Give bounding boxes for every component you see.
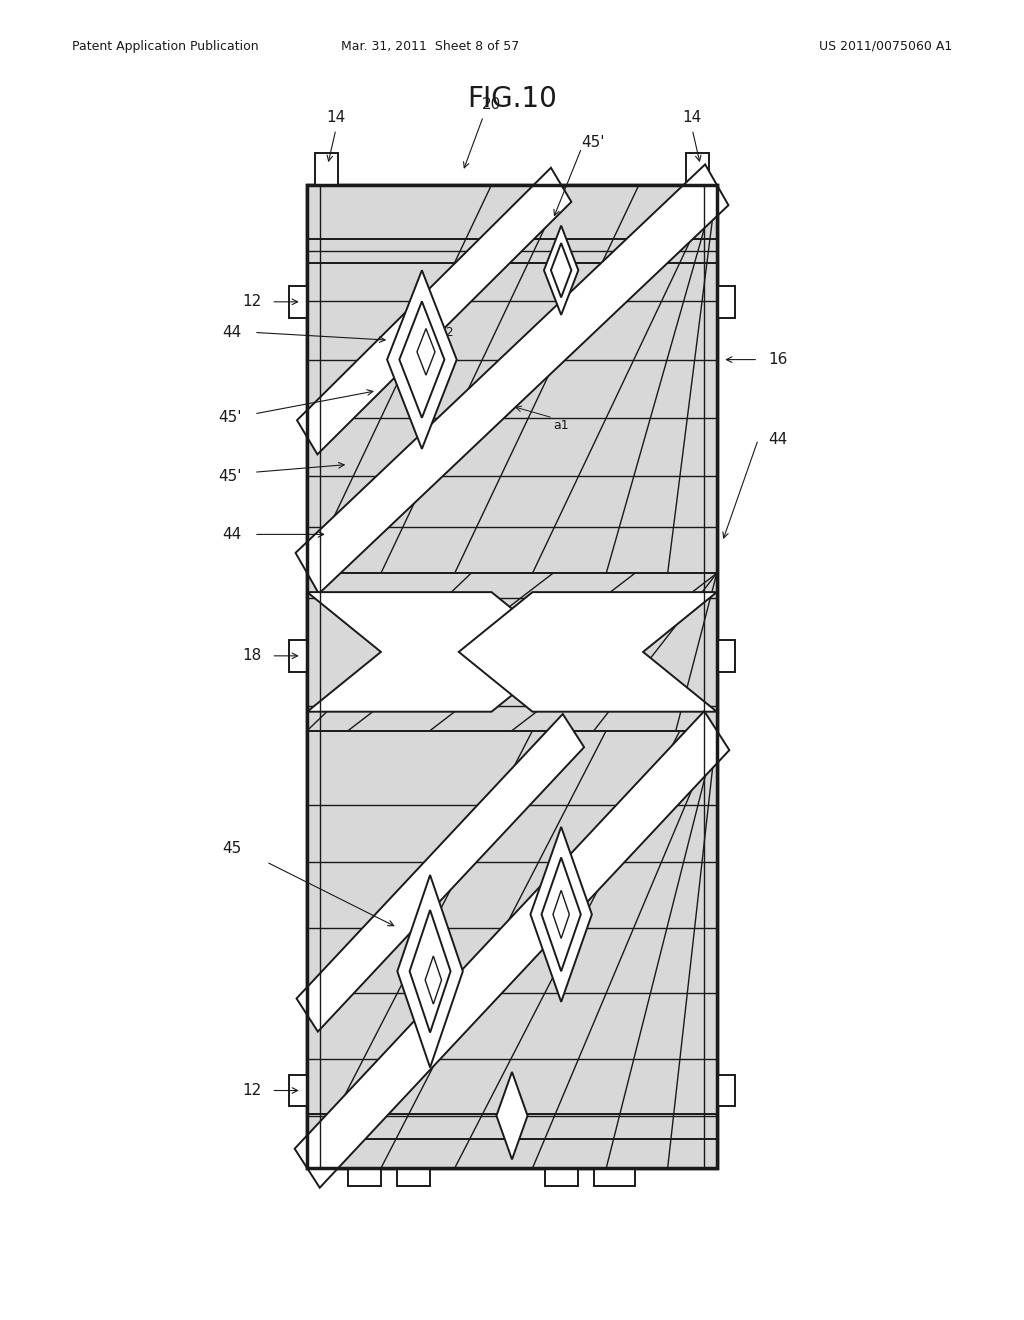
Text: 44: 44	[222, 325, 242, 341]
Bar	[289, 1074, 307, 1106]
Text: 45: 45	[222, 841, 242, 857]
Text: 14: 14	[327, 111, 345, 125]
Bar	[717, 1074, 735, 1106]
Bar	[307, 185, 717, 1168]
Text: 18: 18	[242, 648, 261, 664]
Bar	[348, 1168, 381, 1185]
Polygon shape	[307, 593, 565, 711]
Text: 45': 45'	[218, 411, 242, 425]
Text: 12: 12	[242, 294, 261, 309]
Polygon shape	[553, 890, 569, 939]
Bar	[686, 153, 709, 185]
Polygon shape	[417, 329, 435, 375]
Bar	[397, 1168, 430, 1185]
Bar	[289, 286, 307, 318]
Text: US 2011/0075060 A1: US 2011/0075060 A1	[819, 40, 952, 53]
Polygon shape	[530, 826, 592, 1002]
Text: Mar. 31, 2011  Sheet 8 of 57: Mar. 31, 2011 Sheet 8 of 57	[341, 40, 519, 53]
Bar	[315, 153, 338, 185]
Bar	[307, 185, 717, 573]
Bar	[717, 640, 735, 672]
Bar	[307, 185, 717, 1168]
Text: Patent Application Publication: Patent Application Publication	[72, 40, 258, 53]
Text: a1: a1	[553, 420, 568, 432]
Polygon shape	[296, 165, 728, 594]
Polygon shape	[397, 875, 463, 1068]
Bar	[545, 1168, 578, 1185]
Text: 20: 20	[482, 98, 501, 112]
Text: a2: a2	[438, 326, 454, 339]
Text: 12: 12	[242, 1082, 261, 1098]
Polygon shape	[425, 956, 441, 1005]
Text: 44: 44	[768, 432, 787, 447]
Text: 45': 45'	[218, 469, 242, 483]
Bar	[717, 286, 735, 318]
Polygon shape	[297, 168, 571, 454]
Polygon shape	[544, 226, 579, 315]
Text: FIG.10: FIG.10	[467, 84, 557, 114]
Text: 44: 44	[222, 527, 242, 543]
Text: 45': 45'	[582, 135, 605, 150]
Polygon shape	[295, 711, 729, 1188]
Text: 16: 16	[768, 352, 787, 367]
Bar	[289, 640, 307, 672]
Text: 14: 14	[683, 111, 701, 125]
Bar	[307, 573, 717, 730]
Bar	[594, 1168, 635, 1185]
Bar	[307, 730, 717, 1168]
Polygon shape	[497, 1072, 527, 1159]
Polygon shape	[459, 593, 717, 711]
Polygon shape	[387, 271, 457, 449]
Polygon shape	[297, 714, 584, 1032]
